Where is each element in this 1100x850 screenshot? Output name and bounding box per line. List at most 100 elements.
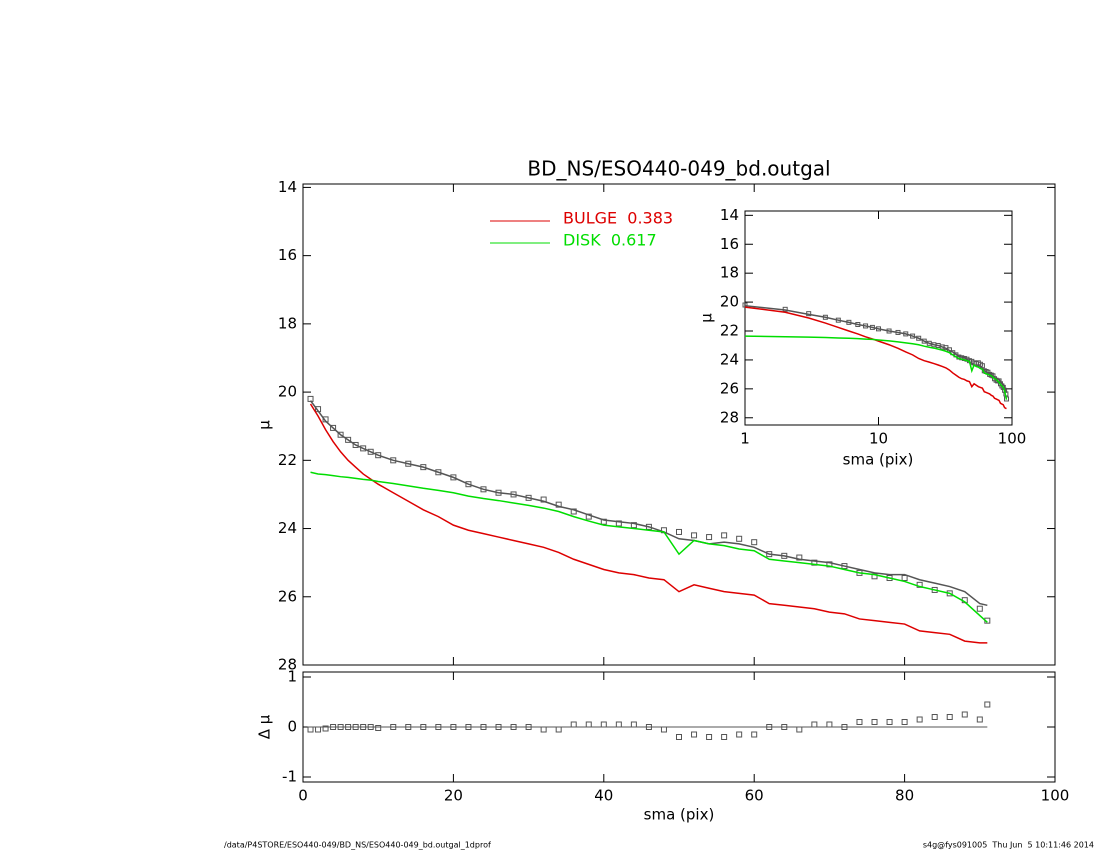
residual-point	[450, 724, 457, 730]
y-tick-label: 24	[278, 519, 297, 537]
residual-point	[307, 726, 314, 733]
data-point	[742, 302, 748, 308]
residual-point	[645, 724, 652, 730]
y-tick-label: 28	[278, 656, 297, 674]
data-point	[600, 518, 607, 525]
data-point	[352, 441, 359, 448]
residual-point	[826, 721, 833, 728]
residual-point	[736, 731, 743, 738]
data-point	[721, 532, 728, 539]
inset-y-label: μ	[698, 313, 716, 323]
data-point	[570, 508, 577, 515]
residual-point	[525, 724, 532, 730]
residual-point	[480, 724, 487, 730]
residual-point	[352, 724, 359, 730]
residual-point	[405, 724, 412, 730]
residual-point	[691, 731, 698, 738]
data-point	[901, 575, 908, 582]
y-tick-label: 24	[720, 350, 739, 368]
data-point	[751, 539, 758, 546]
residual-point	[721, 734, 728, 740]
series-line	[744, 335, 1008, 400]
data-point	[706, 534, 713, 541]
residual-point	[337, 724, 344, 730]
data-point	[465, 481, 472, 488]
residual-point	[555, 726, 562, 733]
residual-point	[796, 726, 803, 733]
data-point	[916, 581, 923, 588]
series-line	[744, 306, 1007, 410]
x-tick-label: 1	[740, 430, 750, 448]
x-tick-label: 80	[895, 787, 914, 805]
residual-point	[916, 716, 923, 723]
series-line	[744, 304, 1008, 393]
x-tick-label: 60	[745, 787, 764, 805]
residual-point	[345, 724, 352, 730]
x-tick-label: 100	[998, 430, 1027, 448]
data-point	[367, 448, 374, 455]
residual-point	[630, 721, 637, 728]
residual-point	[766, 724, 773, 730]
residual-point	[961, 711, 968, 718]
y-tick-label: 0	[287, 718, 297, 736]
x-tick-label: 100	[1041, 787, 1070, 805]
x-axis-label: sma (pix)	[644, 806, 715, 824]
residual-point	[585, 721, 592, 728]
residual-y-label: Δ μ	[256, 714, 274, 739]
residual-point	[420, 724, 427, 730]
y-tick-label: 20	[278, 383, 297, 401]
residual-point	[886, 719, 893, 725]
x-tick-label: 20	[444, 787, 463, 805]
residual-point	[901, 719, 908, 725]
residual-point	[330, 724, 337, 730]
data-point	[796, 554, 803, 561]
y-tick-label: 18	[278, 314, 297, 332]
residual-point	[360, 724, 367, 730]
data-point	[450, 474, 457, 481]
plot-frame	[302, 183, 1056, 666]
y-tick-label: 26	[720, 379, 739, 397]
residual-point	[570, 721, 577, 728]
residual-point	[811, 721, 818, 728]
y-tick-label: 26	[278, 587, 297, 605]
y-tick-label: -1	[282, 768, 297, 786]
residual-point	[465, 724, 472, 730]
residual-point	[946, 714, 953, 720]
inset-x-label: sma (pix)	[843, 451, 914, 469]
y-tick-label: 14	[278, 178, 297, 196]
data-point	[976, 605, 983, 612]
residual-point	[540, 726, 547, 733]
data-point	[736, 535, 743, 542]
residual-point	[495, 724, 502, 730]
residual-point	[367, 724, 374, 730]
data-point	[330, 424, 337, 431]
residual-point	[660, 726, 667, 733]
residual-point	[984, 701, 991, 708]
y-tick-label: 1	[287, 668, 297, 686]
data-point	[630, 522, 637, 529]
residual-point	[841, 724, 848, 730]
data-point	[555, 501, 562, 508]
y-tick-label: 18	[720, 264, 739, 282]
data-point	[921, 338, 927, 344]
x-tick-label: 10	[869, 430, 888, 448]
residual-point	[375, 725, 382, 731]
residual-point	[706, 734, 713, 740]
residual-point	[322, 725, 329, 732]
footer-left: /data/P4STORE/ESO440-049/BD_NS/ESO440-04…	[224, 841, 491, 850]
y-tick-label: 16	[720, 235, 739, 253]
data-point	[585, 513, 592, 520]
y-tick-label: 22	[278, 451, 297, 469]
x-tick-label: 0	[298, 787, 308, 805]
residual-point	[435, 724, 442, 730]
residual-point	[676, 734, 682, 740]
residual-point	[390, 724, 397, 730]
legend-label: DISK 0.617	[563, 231, 657, 250]
residual-point	[856, 719, 863, 725]
residual-point	[600, 721, 607, 728]
residual-point	[976, 716, 983, 723]
footer-right: s4g@fys091005 Thu Jun 5 10:11:46 2014	[923, 841, 1094, 850]
y-axis-label: μ	[256, 420, 274, 430]
y-tick-label: 28	[720, 408, 739, 426]
